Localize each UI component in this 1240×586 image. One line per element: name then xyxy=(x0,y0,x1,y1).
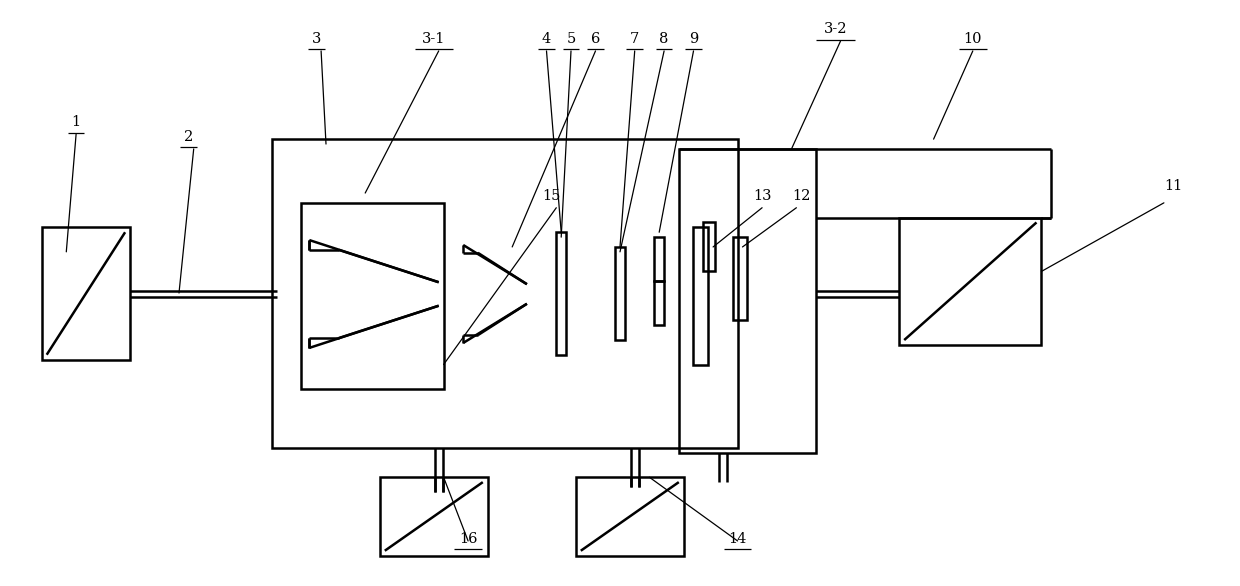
Bar xyxy=(655,281,665,325)
Text: 4: 4 xyxy=(542,32,551,46)
Bar xyxy=(655,237,665,281)
Text: 1: 1 xyxy=(72,115,81,130)
Bar xyxy=(693,227,708,364)
Text: 15: 15 xyxy=(542,189,560,203)
Text: 5: 5 xyxy=(567,32,575,46)
Text: 7: 7 xyxy=(630,32,640,46)
Bar xyxy=(42,227,130,360)
Text: 6: 6 xyxy=(590,32,600,46)
Text: 16: 16 xyxy=(459,532,477,546)
Bar xyxy=(615,247,625,340)
Text: 3: 3 xyxy=(311,32,321,46)
Bar xyxy=(379,477,487,556)
Text: 11: 11 xyxy=(1164,179,1183,193)
Text: 14: 14 xyxy=(728,532,746,546)
Text: 3-2: 3-2 xyxy=(823,22,847,36)
Text: 3-1: 3-1 xyxy=(422,32,445,46)
Bar xyxy=(575,477,683,556)
Text: 9: 9 xyxy=(689,32,698,46)
Text: 2: 2 xyxy=(185,130,193,144)
Bar xyxy=(301,203,444,389)
Bar xyxy=(899,217,1042,345)
Text: 8: 8 xyxy=(660,32,668,46)
Bar xyxy=(733,237,748,321)
Bar xyxy=(272,139,738,448)
Bar xyxy=(557,232,567,355)
Bar xyxy=(703,223,715,271)
Text: 12: 12 xyxy=(792,189,811,203)
Text: 10: 10 xyxy=(963,32,982,46)
Text: 13: 13 xyxy=(753,189,771,203)
Bar xyxy=(678,149,816,453)
